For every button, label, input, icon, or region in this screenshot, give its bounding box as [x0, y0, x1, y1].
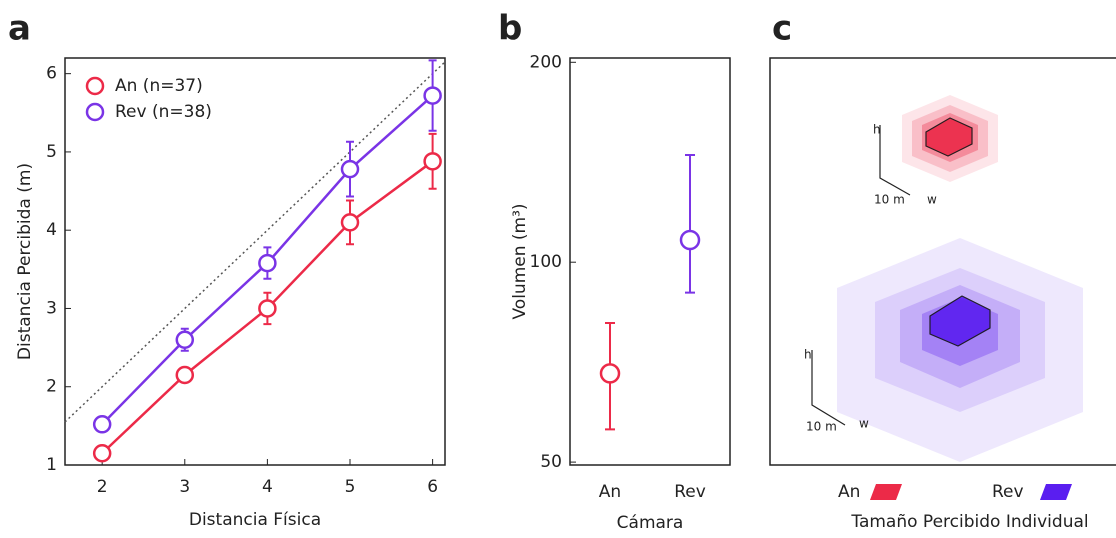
legend-label: An (n=37) [115, 76, 203, 96]
marker [92, 415, 112, 434]
blue-volume [837, 238, 1083, 462]
plot-frame [569, 57, 731, 466]
y-axis-label: Volumen (m³) [510, 203, 530, 319]
y-tick-label: 2 [46, 377, 57, 397]
x-axis-label: Tamaño Percibido Individual [850, 512, 1088, 532]
panel-letter: a [8, 9, 31, 49]
marker [175, 365, 195, 385]
x-tick-label: 6 [427, 477, 438, 497]
x-tick-label: 3 [179, 477, 190, 497]
y-tick-label: 3 [46, 298, 57, 318]
legend-label: Rev (n=38) [115, 102, 212, 122]
x-tick-label: 2 [97, 477, 108, 497]
plot-frame [64, 57, 446, 466]
scale-label: h [804, 348, 812, 362]
legend-label: Rev [992, 482, 1024, 502]
panel-letter: b [498, 9, 522, 49]
scale-label: w [859, 417, 869, 431]
error-bar [685, 154, 695, 294]
marker [423, 86, 442, 105]
y-tick-label: 1 [46, 455, 57, 475]
scale-bar [811, 125, 911, 426]
box [925, 117, 973, 157]
scale-label: h [873, 123, 881, 137]
panel-frame [769, 57, 1116, 466]
y-axis-label: Distancia Percibida (m) [15, 163, 35, 360]
marker [258, 299, 277, 318]
legend-swatch [1040, 484, 1072, 500]
x-axis-label: Distancia Física [189, 510, 321, 530]
y-tick-label: 4 [46, 220, 57, 240]
marker [258, 253, 277, 273]
marker [340, 213, 360, 232]
scale-label: 10 m [806, 420, 837, 434]
y-tick-label: 5 [46, 142, 57, 162]
red-volume [902, 95, 998, 182]
panel-letter: c [772, 9, 792, 49]
marker [679, 229, 701, 251]
legend-label: An [838, 482, 860, 502]
scale-label: 10 m [874, 193, 905, 207]
y-tick-label: 200 [530, 52, 562, 72]
x-tick-label: Rev [674, 482, 706, 502]
marker [175, 330, 195, 350]
box [929, 295, 991, 347]
marker [340, 159, 360, 179]
legend-marker [85, 76, 105, 96]
axis-glyph [879, 125, 911, 196]
legend-marker [85, 102, 105, 122]
scale-label: w [927, 193, 937, 207]
volume-layer [837, 238, 1083, 462]
marker [92, 444, 112, 463]
marker [423, 152, 442, 171]
x-tick-label: An [599, 482, 621, 502]
x-tick-label: 4 [262, 477, 273, 497]
legend-swatch [870, 484, 902, 500]
y-tick-label: 100 [530, 252, 562, 272]
marker [599, 363, 621, 384]
identity-line [64, 61, 446, 423]
y-tick-label: 50 [540, 452, 562, 472]
x-tick-label: 5 [345, 477, 356, 497]
axis-glyph [811, 350, 846, 426]
y-tick-label: 6 [46, 64, 57, 84]
x-axis-label: Cámara [617, 513, 684, 533]
